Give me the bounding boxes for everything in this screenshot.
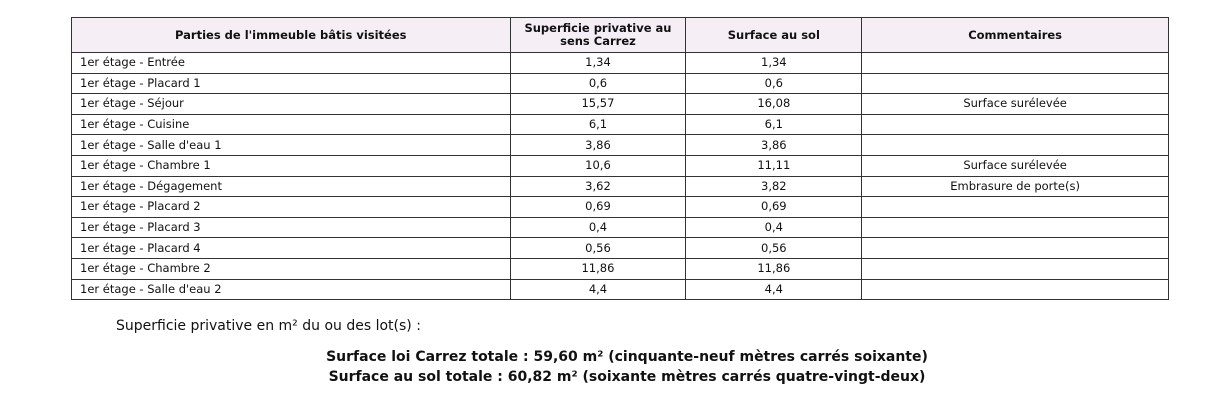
sol-cell: 6,1: [685, 113, 863, 136]
room-cell: 1er étage - Placard 2: [71, 196, 511, 218]
carrez-cell: 0,4: [509, 216, 687, 239]
table-row: 1er étage - Salle d'eau 2 4,4 4,4: [71, 278, 1169, 301]
carrez-cell: 3,62: [509, 175, 687, 198]
table-row: 1er étage - Entrée 1,34 1,34: [71, 52, 1169, 74]
comment-cell: [861, 113, 1169, 136]
carrez-cell: 0,6: [509, 72, 687, 95]
surface-table: Parties de l'immeuble bâtis visitées Supe…: [71, 17, 1169, 301]
carrez-cell: 1,34: [509, 52, 687, 74]
sol-cell: 0,56: [685, 237, 863, 259]
sol-total: Surface au sol totale : 60,82 m² (soixan…: [328, 369, 926, 385]
summary-label: Superficie privative en m² du ou des lot…: [116, 318, 421, 334]
room-cell: 1er étage - Salle d'eau 2: [71, 278, 511, 301]
table-row: 1er étage - Placard 1 0,6 0,6: [71, 72, 1169, 95]
column-header: Commentaires: [861, 17, 1169, 53]
sol-cell: 0,6: [685, 72, 863, 95]
table-row: 1er étage - Salle d'eau 1 3,86 3,86: [71, 134, 1169, 156]
table-row: 1er étage - Placard 2 0,69 0,69: [71, 196, 1169, 218]
comment-cell: [861, 278, 1169, 301]
carrez-cell: 0,69: [509, 196, 687, 218]
sol-cell: 0,4: [685, 216, 863, 239]
comment-cell: [861, 52, 1169, 74]
carrez-cell: 10,6: [509, 154, 687, 177]
comment-cell: [861, 72, 1169, 95]
sol-cell: 0,69: [685, 196, 863, 218]
sol-cell: 16,08: [685, 93, 863, 115]
table-row: 1er étage - Placard 4 0,56 0,56: [71, 237, 1169, 259]
table-row: 1er étage - Dégagement 3,62 3,82 Embrasure …: [71, 175, 1169, 198]
room-cell: 1er étage - Placard 4: [71, 237, 511, 259]
room-cell: 1er étage - Salle d'eau 1: [71, 134, 511, 156]
comment-cell: [861, 196, 1169, 218]
room-cell: 1er étage - Placard 1: [71, 72, 511, 95]
table-header-row: Parties de l'immeuble bâtis visitées Supe…: [71, 17, 1169, 53]
carrez-cell: 3,86: [509, 134, 687, 156]
carrez-cell: 15,57: [509, 93, 687, 115]
sol-cell: 3,86: [685, 134, 863, 156]
sol-cell: 4,4: [685, 278, 863, 301]
comment-cell: [861, 257, 1169, 280]
comment-cell: [861, 237, 1169, 259]
table-row: 1er étage - Chambre 2 11,86 11,86: [71, 257, 1169, 280]
sol-cell: 11,86: [685, 257, 863, 280]
comment-cell: [861, 216, 1169, 239]
sol-cell: 3,82: [685, 175, 863, 198]
sol-cell: 11,11: [685, 154, 863, 177]
comment-cell: [861, 134, 1169, 156]
carrez-cell: 6,1: [509, 113, 687, 136]
room-cell: 1er étage - Séjour: [71, 93, 511, 115]
comment-cell: Surface surélevée: [861, 154, 1169, 177]
comment-cell: Surface surélevée: [861, 93, 1169, 115]
comment-cell: Embrasure de porte(s): [861, 175, 1169, 198]
carrez-cell: 11,86: [509, 257, 687, 280]
table-row: 1er étage - Placard 3 0,4 0,4: [71, 216, 1169, 239]
sol-cell: 1,34: [685, 52, 863, 74]
carrez-cell: 0,56: [509, 237, 687, 259]
table-row: 1er étage - Séjour 15,57 16,08 Surface suré…: [71, 93, 1169, 115]
room-cell: 1er étage - Dégagement: [71, 175, 511, 198]
column-header: Superficie privative au sens Carrez: [509, 17, 687, 53]
table-row: 1er étage - Chambre 1 10,6 11,11 Surface su…: [71, 154, 1169, 177]
room-cell: 1er étage - Cuisine: [71, 113, 511, 136]
carrez-total: Surface loi Carrez totale : 59,60 m² (ci…: [326, 349, 928, 365]
room-cell: 1er étage - Entrée: [71, 52, 511, 74]
room-cell: 1er étage - Chambre 2: [71, 257, 511, 280]
table-row: 1er étage - Cuisine 6,1 6,1: [71, 113, 1169, 136]
room-cell: 1er étage - Placard 3: [71, 216, 511, 239]
column-header: Surface au sol: [685, 17, 863, 53]
room-cell: 1er étage - Chambre 1: [71, 154, 511, 177]
column-header: Parties de l'immeuble bâtis visitées: [71, 17, 511, 53]
carrez-cell: 4,4: [509, 278, 687, 301]
